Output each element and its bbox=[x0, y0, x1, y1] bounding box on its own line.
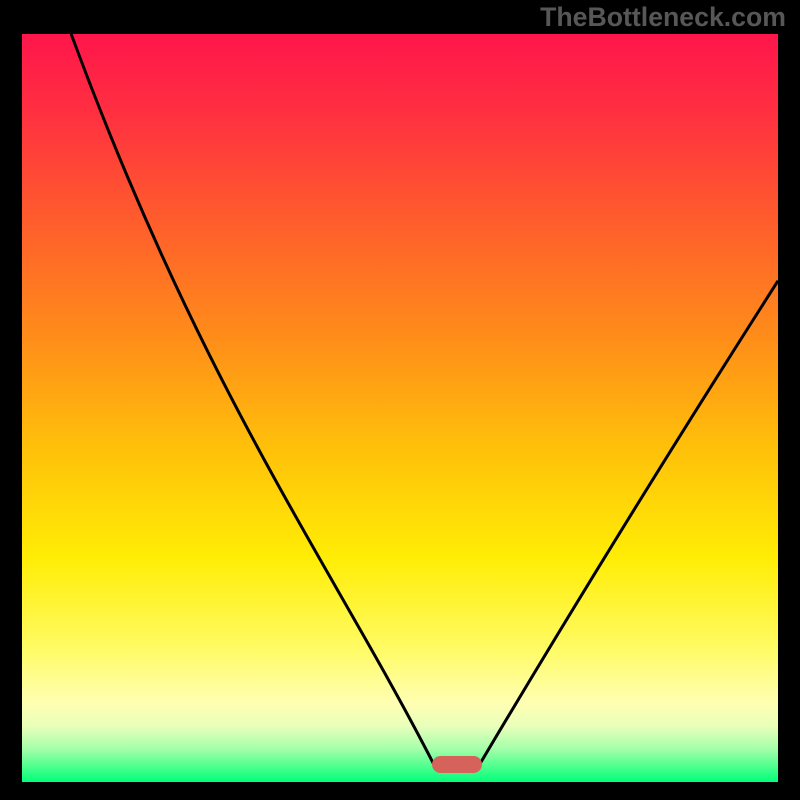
optimum-marker bbox=[432, 756, 482, 773]
curve-right-branch bbox=[479, 281, 778, 765]
frame-bottom bbox=[0, 782, 800, 800]
plot-area bbox=[22, 34, 778, 782]
bottleneck-curve bbox=[22, 34, 778, 782]
watermark-text: TheBottleneck.com bbox=[540, 2, 786, 33]
curve-left-branch bbox=[71, 34, 434, 765]
frame-right bbox=[778, 0, 800, 800]
frame-left bbox=[0, 0, 22, 800]
chart-container: TheBottleneck.com bbox=[0, 0, 800, 800]
